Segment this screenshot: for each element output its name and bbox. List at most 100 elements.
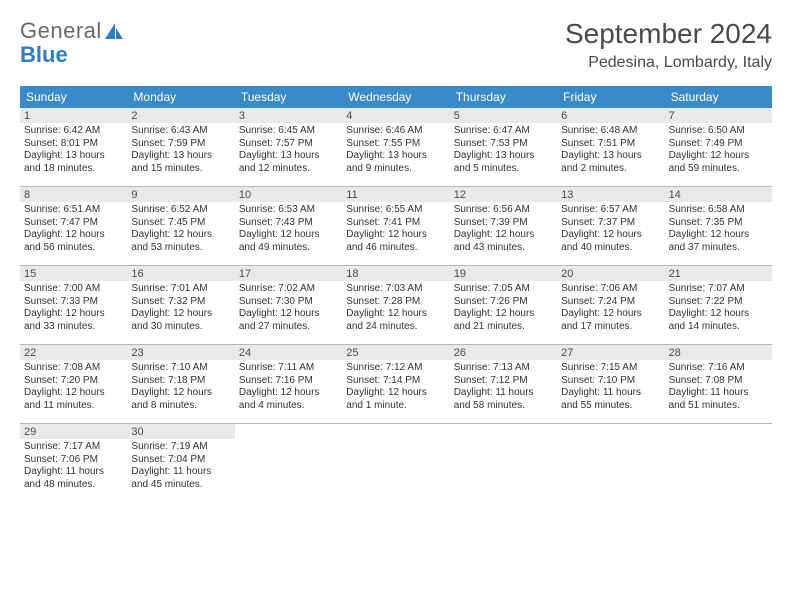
day-number: 9: [127, 187, 234, 202]
daylight-line-2: and 9 minutes.: [346, 163, 445, 176]
daylight-line-2: and 1 minute.: [346, 400, 445, 413]
sunrise-line: Sunrise: 7:12 AM: [346, 362, 445, 375]
daylight-line: Daylight: 12 hours: [346, 229, 445, 242]
day-cell-2: 2Sunrise: 6:43 AMSunset: 7:59 PMDaylight…: [127, 108, 234, 186]
daylight-line: Daylight: 13 hours: [346, 150, 445, 163]
sunrise-line: Sunrise: 7:13 AM: [454, 362, 553, 375]
sunrise-line: Sunrise: 6:53 AM: [239, 204, 338, 217]
day-number: 15: [20, 266, 127, 281]
daylight-line-2: and 40 minutes.: [561, 242, 660, 255]
sunrise-line: Sunrise: 6:46 AM: [346, 125, 445, 138]
sunrise-line: Sunrise: 7:06 AM: [561, 283, 660, 296]
daylight-line: Daylight: 13 hours: [131, 150, 230, 163]
daylight-line-2: and 4 minutes.: [239, 400, 338, 413]
day-cell-4: 4Sunrise: 6:46 AMSunset: 7:55 PMDaylight…: [342, 108, 449, 186]
day-number: 1: [20, 108, 127, 123]
daylight-line: Daylight: 12 hours: [239, 229, 338, 242]
day-number: 3: [235, 108, 342, 123]
daylight-line: Daylight: 12 hours: [346, 387, 445, 400]
week-row: 22Sunrise: 7:08 AMSunset: 7:20 PMDayligh…: [20, 345, 772, 424]
day-cell-21: 21Sunrise: 7:07 AMSunset: 7:22 PMDayligh…: [665, 266, 772, 344]
daylight-line-2: and 56 minutes.: [24, 242, 123, 255]
empty-cell: [450, 424, 557, 502]
day-cell-18: 18Sunrise: 7:03 AMSunset: 7:28 PMDayligh…: [342, 266, 449, 344]
day-number: 18: [342, 266, 449, 281]
day-number: 20: [557, 266, 664, 281]
sunset-line: Sunset: 7:30 PM: [239, 296, 338, 309]
day-cell-26: 26Sunrise: 7:13 AMSunset: 7:12 PMDayligh…: [450, 345, 557, 423]
day-number: 27: [557, 345, 664, 360]
calendar: SundayMondayTuesdayWednesdayThursdayFrid…: [20, 86, 772, 502]
sunset-line: Sunset: 7:14 PM: [346, 375, 445, 388]
daylight-line: Daylight: 11 hours: [24, 466, 123, 479]
daylight-line: Daylight: 12 hours: [131, 387, 230, 400]
day-number: 12: [450, 187, 557, 202]
day-number: 10: [235, 187, 342, 202]
daylight-line-2: and 15 minutes.: [131, 163, 230, 176]
day-number: 11: [342, 187, 449, 202]
sunrise-line: Sunrise: 6:47 AM: [454, 125, 553, 138]
daylight-line-2: and 37 minutes.: [669, 242, 768, 255]
sunrise-line: Sunrise: 7:05 AM: [454, 283, 553, 296]
sunrise-line: Sunrise: 7:15 AM: [561, 362, 660, 375]
dow-friday: Friday: [557, 86, 664, 108]
sunrise-line: Sunrise: 6:56 AM: [454, 204, 553, 217]
day-cell-22: 22Sunrise: 7:08 AMSunset: 7:20 PMDayligh…: [20, 345, 127, 423]
day-number: 23: [127, 345, 234, 360]
daylight-line-2: and 30 minutes.: [131, 321, 230, 334]
daylight-line: Daylight: 12 hours: [669, 308, 768, 321]
day-number: 26: [450, 345, 557, 360]
daylight-line-2: and 27 minutes.: [239, 321, 338, 334]
sunset-line: Sunset: 7:35 PM: [669, 217, 768, 230]
day-number: 28: [665, 345, 772, 360]
empty-cell: [235, 424, 342, 502]
weeks-container: 1Sunrise: 6:42 AMSunset: 8:01 PMDaylight…: [20, 108, 772, 502]
sunrise-line: Sunrise: 7:03 AM: [346, 283, 445, 296]
daylight-line: Daylight: 11 hours: [561, 387, 660, 400]
week-row: 29Sunrise: 7:17 AMSunset: 7:06 PMDayligh…: [20, 424, 772, 502]
day-cell-27: 27 Sunrise: 7:15 AMSunset: 7:10 PMDayligh…: [557, 345, 664, 423]
day-cell-16: 16Sunrise: 7:01 AMSunset: 7:32 PMDayligh…: [127, 266, 234, 344]
sunrise-line: Sunrise: 6:50 AM: [669, 125, 768, 138]
sunset-line: Sunset: 7:16 PM: [239, 375, 338, 388]
sunrise-line: Sunrise: 6:52 AM: [131, 204, 230, 217]
sunset-line: Sunset: 7:49 PM: [669, 138, 768, 151]
sunrise-line: Sunrise: 7:01 AM: [131, 283, 230, 296]
sunset-line: Sunset: 7:32 PM: [131, 296, 230, 309]
daylight-line-2: and 8 minutes.: [131, 400, 230, 413]
daylight-line: Daylight: 11 hours: [669, 387, 768, 400]
sunset-line: Sunset: 7:33 PM: [24, 296, 123, 309]
daylight-line-2: and 45 minutes.: [131, 479, 230, 492]
sunrise-line: Sunrise: 6:43 AM: [131, 125, 230, 138]
sunrise-line: Sunrise: 7:16 AM: [669, 362, 768, 375]
day-number: 4: [342, 108, 449, 123]
daylight-line: Daylight: 12 hours: [669, 229, 768, 242]
day-cell-1: 1Sunrise: 6:42 AMSunset: 8:01 PMDaylight…: [20, 108, 127, 186]
sunset-line: Sunset: 7:10 PM: [561, 375, 660, 388]
daylight-line: Daylight: 12 hours: [239, 387, 338, 400]
day-number: 29: [20, 424, 127, 439]
daylight-line-2: and 51 minutes.: [669, 400, 768, 413]
daylight-line: Daylight: 12 hours: [669, 150, 768, 163]
dow-saturday: Saturday: [665, 86, 772, 108]
daylight-line-2: and 12 minutes.: [239, 163, 338, 176]
day-cell-5: 5Sunrise: 6:47 AMSunset: 7:53 PMDaylight…: [450, 108, 557, 186]
brand-logo: General: [20, 18, 124, 44]
sunset-line: Sunset: 7:43 PM: [239, 217, 338, 230]
sunset-line: Sunset: 7:45 PM: [131, 217, 230, 230]
daylight-line-2: and 11 minutes.: [24, 400, 123, 413]
daylight-line: Daylight: 12 hours: [561, 229, 660, 242]
sunrise-line: Sunrise: 6:55 AM: [346, 204, 445, 217]
sunset-line: Sunset: 7:41 PM: [346, 217, 445, 230]
daylight-line-2: and 33 minutes.: [24, 321, 123, 334]
sunrise-line: Sunrise: 6:42 AM: [24, 125, 123, 138]
day-number: 24: [235, 345, 342, 360]
daylight-line-2: and 2 minutes.: [561, 163, 660, 176]
daylight-line-2: and 21 minutes.: [454, 321, 553, 334]
day-number: 30: [127, 424, 234, 439]
sunset-line: Sunset: 7:12 PM: [454, 375, 553, 388]
daylight-line: Daylight: 12 hours: [561, 308, 660, 321]
week-row: 1Sunrise: 6:42 AMSunset: 8:01 PMDaylight…: [20, 108, 772, 187]
day-number: 21: [665, 266, 772, 281]
day-cell-8: 8Sunrise: 6:51 AMSunset: 7:47 PMDaylight…: [20, 187, 127, 265]
